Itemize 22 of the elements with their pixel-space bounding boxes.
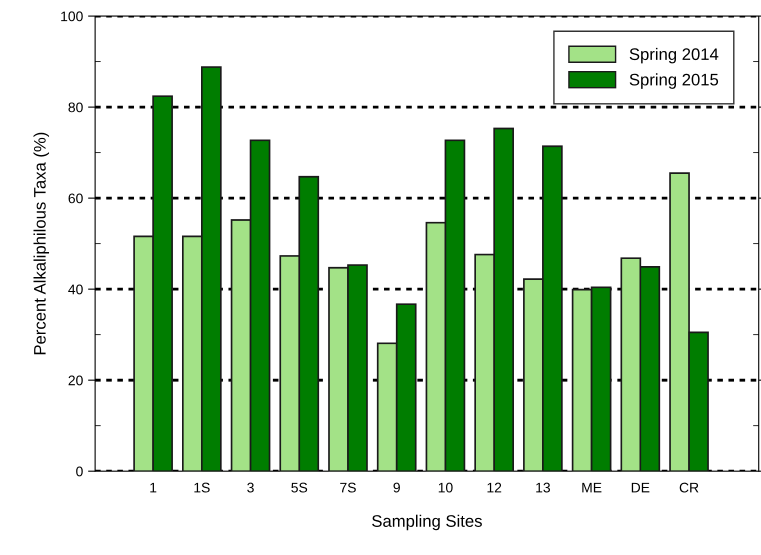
- x-tick-label: DE: [632, 482, 650, 492]
- y-axis-title: Percent Alkaliphilous Taxa (%): [34, 132, 50, 354]
- x-tick-label: 1: [150, 482, 156, 492]
- x-tick-label: 10: [438, 482, 453, 493]
- x-tick-label: 3: [247, 482, 254, 493]
- x-tick-label: 1S: [194, 482, 210, 493]
- x-tick-label: 13: [536, 482, 550, 493]
- y-tick-label: 40: [68, 284, 83, 294]
- y-tick-label: 80: [68, 102, 83, 112]
- x-tick-label: 9: [394, 482, 400, 493]
- x-tick-label: ME: [582, 482, 602, 492]
- x-tick-label: 7S: [340, 482, 356, 493]
- y-tick-label: 0: [76, 466, 83, 476]
- x-axis-title: Sampling Sites: [372, 514, 482, 530]
- y-tick-label: 60: [68, 193, 83, 204]
- y-tick-label: 100: [61, 11, 83, 22]
- y-tick-label: 20: [68, 376, 83, 386]
- x-tick-label: 12: [487, 482, 502, 492]
- legend-label: Spring 2015: [630, 73, 718, 89]
- x-tick-label: CR: [680, 482, 698, 493]
- x-tick-label: 5S: [291, 482, 308, 493]
- legend-label: Spring 2014: [630, 48, 718, 64]
